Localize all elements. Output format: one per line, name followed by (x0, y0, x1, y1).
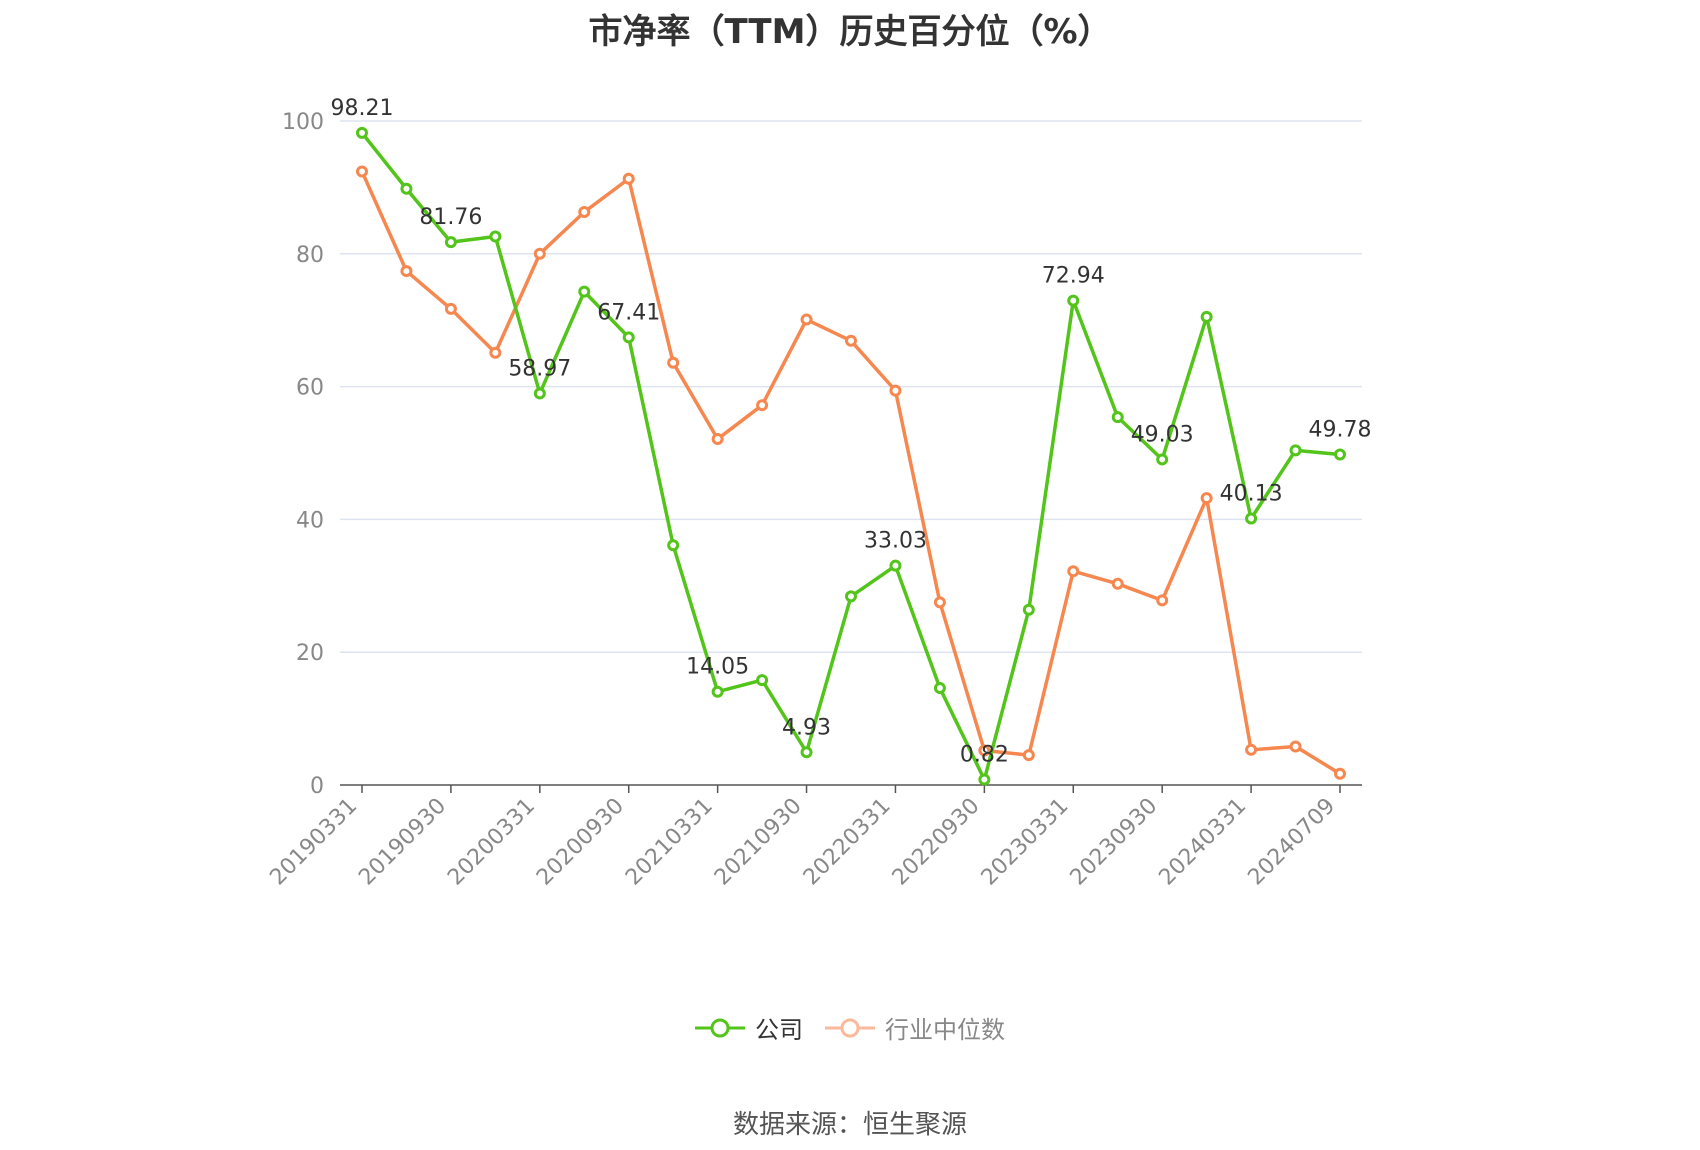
x-tick-label: 20240331 (1154, 794, 1251, 891)
data-point-company (1289, 444, 1302, 457)
x-tick-label: 20220930 (888, 794, 985, 891)
x-tick-label: 20230930 (1066, 794, 1163, 891)
data-point-industry (1111, 577, 1124, 590)
data-point-industry (356, 165, 368, 178)
y-tick-label: 0 (310, 774, 324, 799)
data-point-industry (444, 302, 457, 315)
y-tick-label: 100 (282, 110, 324, 135)
data-point-company (444, 236, 457, 249)
data-point-company (489, 230, 502, 243)
data-point-industry (1289, 740, 1302, 753)
data-point-industry (1334, 767, 1346, 780)
data-point-company (667, 539, 680, 552)
data-point-company (845, 590, 857, 603)
data-point-industry (933, 596, 946, 609)
data-point-company (889, 559, 902, 572)
data-point-industry (845, 334, 857, 347)
data-point-company (1022, 603, 1035, 616)
data-point-industry (489, 346, 502, 359)
data-point-company (933, 682, 946, 695)
y-tick-label: 80 (296, 243, 324, 268)
data-point-company (356, 126, 368, 139)
data-point-industry (1156, 594, 1169, 607)
data-point-company (756, 674, 769, 687)
data-point-industry (667, 356, 680, 369)
x-tick-label: 20210331 (621, 794, 718, 891)
legend-company-icon (695, 1018, 745, 1037)
data-point-company (1245, 512, 1258, 525)
x-tick-label: 20200930 (532, 794, 629, 891)
data-point-industry (756, 399, 769, 412)
data-source: 数据来源：恒生聚源 (732, 1110, 967, 1140)
x-tick-label: 20220331 (799, 794, 896, 891)
legend: 公司 行业中位数 (0, 1010, 1700, 1045)
data-point-company (1334, 448, 1346, 461)
data-label: 98.21 (331, 96, 394, 121)
x-tick-label: 20190930 (354, 794, 451, 891)
y-tick-label: 40 (296, 508, 324, 533)
x-tick-label: 20190331 (265, 794, 362, 891)
data-point-company (1200, 310, 1213, 323)
chart-title: 市净率（TTM）历史百分位（%） (588, 12, 1112, 52)
data-point-industry (889, 384, 902, 397)
data-point-industry (1067, 565, 1080, 578)
data-label: 0.82 (960, 743, 1009, 768)
data-point-company (1067, 294, 1080, 307)
data-point-company (1111, 411, 1124, 424)
data-point-industry (1245, 743, 1258, 756)
x-tick-label: 20210930 (710, 794, 807, 891)
data-point-company (400, 182, 413, 195)
legend-industry-label: 行业中位数 (885, 1016, 1005, 1044)
legend-company-label: 公司 (755, 1016, 803, 1044)
data-label: 81.76 (419, 205, 482, 230)
legend-item-industry[interactable]: 行业中位数 (825, 1010, 1005, 1045)
data-point-company (578, 285, 591, 298)
data-point-company (978, 773, 991, 786)
data-point-company (800, 746, 813, 759)
data-label: 14.05 (686, 655, 749, 680)
legend-item-company[interactable]: 公司 (695, 1010, 803, 1045)
data-label: 49.78 (1309, 417, 1372, 442)
data-point-company (622, 331, 635, 344)
series-line-company (360, 131, 1341, 782)
y-tick-label: 60 (296, 376, 324, 401)
data-point-industry (622, 172, 635, 185)
series-line-industry (360, 170, 1341, 776)
data-label: 33.03 (864, 529, 927, 554)
data-point-industry (1200, 492, 1213, 505)
data-point-industry (578, 205, 591, 218)
line-chart: 0 20 40 60 80 100 2019033120190930202003312020… (265, 96, 1372, 891)
data-point-company (711, 685, 724, 698)
data-label: 4.93 (782, 715, 831, 740)
data-label: 67.41 (597, 300, 660, 325)
x-tick-label: 20200331 (443, 794, 540, 891)
data-point-industry (978, 744, 991, 757)
data-label: 72.94 (1042, 264, 1105, 289)
y-tick-label: 20 (296, 641, 324, 666)
data-point-company (533, 387, 546, 400)
data-point-industry (533, 247, 546, 260)
data-label: 58.97 (508, 356, 571, 381)
legend-industry-icon (825, 1018, 875, 1037)
data-point-industry (711, 433, 724, 446)
x-tick-label: 20230331 (977, 794, 1074, 891)
data-point-industry (400, 265, 413, 278)
data-label: 49.03 (1131, 422, 1194, 447)
data-point-industry (800, 313, 813, 326)
data-label: 40.13 (1220, 482, 1283, 507)
data-point-industry (1022, 749, 1035, 762)
x-tick-label: 20240709 (1243, 794, 1340, 891)
data-point-company (1156, 453, 1169, 466)
